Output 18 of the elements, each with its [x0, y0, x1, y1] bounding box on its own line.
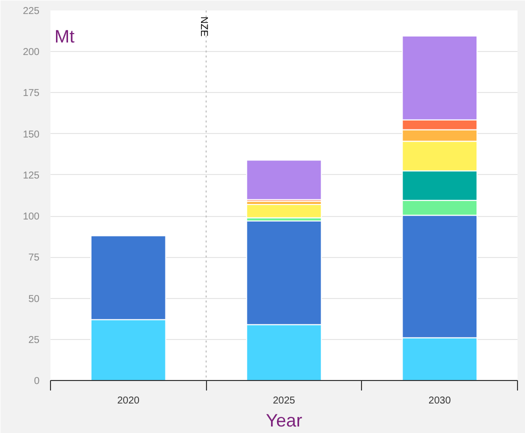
- y-axis-title: Mt: [54, 26, 74, 46]
- y-tick-label: 25: [28, 334, 40, 346]
- y-tick-label: 50: [28, 294, 40, 305]
- y-tick-label: 0: [34, 376, 40, 387]
- y-tick-label: 75: [28, 252, 40, 264]
- bar: [246, 204, 322, 218]
- y-tick-label: 125: [22, 170, 40, 182]
- y-tick-label: 200: [22, 47, 40, 58]
- y-tick-label: 150: [22, 129, 40, 140]
- bar: [246, 160, 322, 200]
- x-tick-label: 2020: [117, 396, 140, 406]
- x-tick-label: 2025: [272, 396, 296, 406]
- y-tick-label: 225: [22, 6, 40, 17]
- x-tick-label: 2030: [428, 396, 452, 406]
- ref-line-label: NZE: [198, 16, 210, 37]
- x-axis-title: Year: [266, 410, 302, 430]
- y-tick-label: 175: [22, 88, 40, 100]
- y-tick-label: 100: [22, 212, 40, 223]
